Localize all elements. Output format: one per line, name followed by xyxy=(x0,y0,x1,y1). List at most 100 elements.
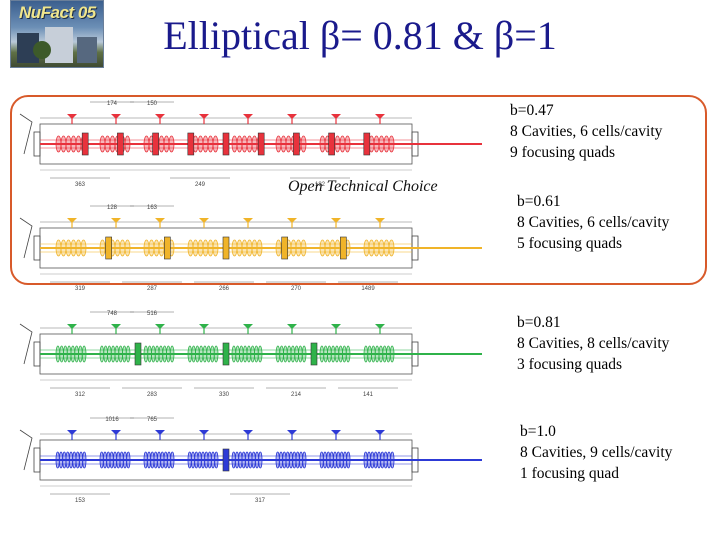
cavity-cell xyxy=(80,239,87,257)
coupler-head xyxy=(331,114,341,119)
end-flange xyxy=(33,235,41,261)
cavity-cell xyxy=(332,451,338,469)
cavity-cell xyxy=(338,345,343,363)
cavity-cell xyxy=(292,451,297,469)
end-flange xyxy=(33,341,41,367)
cavity xyxy=(55,218,87,257)
logo-text: NuFact 05 xyxy=(19,3,96,22)
dimension-label: 150 xyxy=(147,101,158,107)
coupler-head xyxy=(243,114,253,119)
cavity-cell xyxy=(197,451,202,469)
cavity-cell xyxy=(82,451,87,469)
cavity-cell xyxy=(109,135,116,153)
cavity-cell xyxy=(190,451,196,469)
cavity-cell xyxy=(382,345,387,363)
support-stand xyxy=(19,323,33,365)
cavity-cell xyxy=(378,239,385,257)
spec-beta: b=0.61 xyxy=(517,193,561,210)
coupler-head xyxy=(243,324,253,329)
cavity xyxy=(99,218,131,257)
cavity-cell xyxy=(169,345,175,363)
coupler-head xyxy=(331,218,341,223)
cavity-cell xyxy=(75,451,80,469)
coupler-head xyxy=(111,430,121,435)
cavity-cell xyxy=(143,135,150,153)
spec-quads: 9 focusing quads xyxy=(510,144,616,161)
cavity xyxy=(275,430,307,469)
cavity-cell xyxy=(386,345,391,363)
cavity-cell xyxy=(256,239,263,257)
cavity-cell xyxy=(206,345,211,363)
focusing-quad xyxy=(281,236,288,260)
spec-block-b10: b=1.0 8 Cavities, 9 cells/cavity 1 focus… xyxy=(520,421,672,484)
dimension-label: 317 xyxy=(255,498,266,504)
cavity xyxy=(363,324,395,363)
dimension-label: 287 xyxy=(147,286,158,292)
cryomodule-diagram-b081: 748 516 312 283 330 214 141 xyxy=(12,306,497,402)
cavity xyxy=(143,324,175,363)
cavity-cell xyxy=(295,451,300,469)
cavity-cell xyxy=(122,345,127,363)
cavity-cell xyxy=(114,239,121,257)
cavity xyxy=(275,218,307,257)
end-flange xyxy=(33,131,41,157)
cavity xyxy=(319,430,351,469)
cavity-cell xyxy=(62,451,67,469)
focusing-quad xyxy=(222,448,230,472)
cavity-cell xyxy=(231,345,237,363)
coupler-head xyxy=(331,324,341,329)
dimension-label: 1489 xyxy=(361,286,375,292)
cavity-cell xyxy=(60,239,67,257)
focusing-quad xyxy=(117,132,124,156)
cavity-cell xyxy=(301,345,307,363)
open-technical-choice-label: Open Technical Choice xyxy=(288,178,438,195)
cavity-cell xyxy=(294,345,299,363)
cavity-cell xyxy=(334,345,340,363)
focusing-quad xyxy=(340,236,347,260)
dimension-label: 182 xyxy=(315,182,326,188)
cavity-cell xyxy=(244,451,250,469)
cavity-cell xyxy=(195,345,200,363)
cavity xyxy=(187,324,219,363)
cavity-cell xyxy=(380,451,385,469)
cavity-cell xyxy=(300,135,307,153)
cavity-cell xyxy=(148,239,155,257)
cavity xyxy=(187,430,219,469)
cavity-cell xyxy=(390,451,395,469)
cavity-cell xyxy=(374,345,380,363)
cavity-cell xyxy=(363,239,370,257)
focusing-quad xyxy=(310,342,318,366)
cavity-cell xyxy=(202,345,208,363)
cavity-cell xyxy=(241,135,248,153)
cavity-cell xyxy=(329,451,334,469)
focusing-quad xyxy=(187,132,195,156)
cavity-cell xyxy=(153,239,160,257)
coupler-head xyxy=(67,324,77,329)
dimension-label: 330 xyxy=(219,392,230,398)
focusing-quad xyxy=(222,132,230,156)
cavity-cell xyxy=(68,451,74,469)
coupler-head xyxy=(243,218,253,223)
spec-beta: b=1.0 xyxy=(520,423,556,440)
cavity-cell xyxy=(110,345,116,363)
cavity xyxy=(99,114,131,153)
cavity-cell xyxy=(376,451,382,469)
cavity-cell xyxy=(125,345,131,363)
cavity-cell xyxy=(65,135,72,153)
spec-quads: 1 focusing quad xyxy=(520,465,620,482)
cavity xyxy=(55,324,87,363)
cavity xyxy=(99,430,131,469)
cavity-cell xyxy=(236,239,243,257)
cavity-cell xyxy=(329,239,336,257)
cavity-cell xyxy=(154,345,160,363)
cavity-cell xyxy=(207,451,212,469)
cavity-cell xyxy=(156,451,162,469)
cryomodule-diagram-b10: 1016 765 153 317 xyxy=(12,412,497,508)
spec-cavities: 8 Cavities, 6 cells/cavity xyxy=(517,214,670,231)
cryomodule-diagram-b061: 128 163 319 287 266 270 1489 xyxy=(12,200,497,296)
cavity-cell xyxy=(116,451,121,469)
cavity-cell xyxy=(126,451,131,469)
cavity-cell xyxy=(386,451,392,469)
focusing-quad xyxy=(293,132,300,156)
cavity xyxy=(55,430,87,469)
